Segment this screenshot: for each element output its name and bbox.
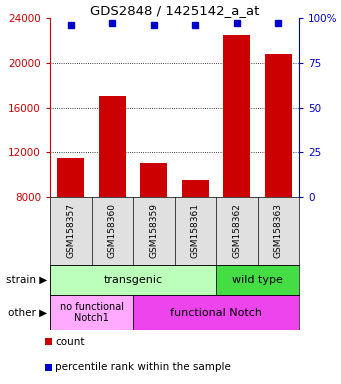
Text: strain ▶: strain ▶ (6, 275, 47, 285)
Text: GSM158357: GSM158357 (66, 204, 75, 258)
Text: GSM158359: GSM158359 (149, 204, 158, 258)
Text: count: count (55, 337, 85, 347)
Text: other ▶: other ▶ (8, 308, 47, 318)
Bar (57, 158, 84, 197)
Bar (50, 265, 216, 295)
Bar (265, 54, 292, 197)
Text: GSM158361: GSM158361 (191, 204, 200, 258)
Bar (216, 265, 299, 295)
Bar (182, 180, 209, 197)
Text: functional Notch: functional Notch (170, 308, 262, 318)
Text: GSM158362: GSM158362 (232, 204, 241, 258)
Text: GSM158360: GSM158360 (108, 204, 117, 258)
Bar (99, 96, 126, 197)
Text: GSM158363: GSM158363 (274, 204, 283, 258)
Bar (50, 295, 133, 330)
Text: no functional
Notch1: no functional Notch1 (59, 302, 123, 323)
Bar (45, 338, 52, 345)
Text: percentile rank within the sample: percentile rank within the sample (55, 362, 231, 372)
Bar (45, 364, 52, 371)
Bar (140, 164, 167, 197)
Text: wild type: wild type (232, 275, 283, 285)
Text: transgenic: transgenic (103, 275, 163, 285)
Title: GDS2848 / 1425142_a_at: GDS2848 / 1425142_a_at (90, 4, 259, 17)
Bar (223, 35, 250, 197)
Bar (133, 295, 299, 330)
